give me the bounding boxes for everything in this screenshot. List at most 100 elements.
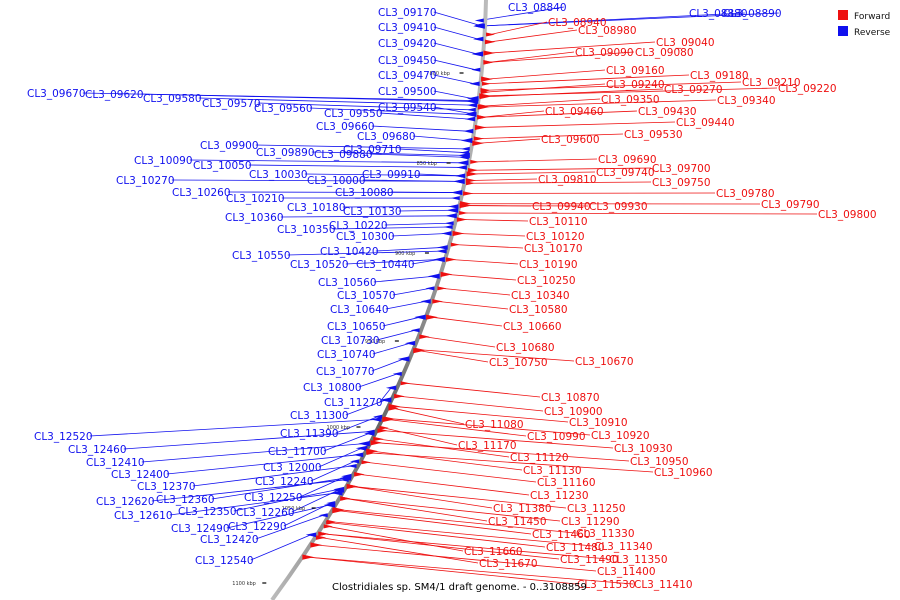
reverse-gene-label[interactable]: CL3_09660: [316, 121, 375, 133]
reverse-gene-label[interactable]: CL3_10550: [232, 250, 291, 262]
forward-gene-label[interactable]: CL3_10950: [630, 456, 689, 468]
gene-feature[interactable]: [448, 204, 459, 209]
forward-gene-label[interactable]: CL3_09780: [716, 188, 775, 200]
gene-feature[interactable]: [455, 173, 465, 178]
gene-feature[interactable]: [469, 81, 480, 87]
gene-feature[interactable]: [459, 211, 469, 216]
gene-feature[interactable]: [445, 257, 457, 262]
forward-gene-label[interactable]: CL3_10990: [527, 431, 586, 443]
reverse-gene-label[interactable]: CL3_10520: [290, 259, 349, 271]
forward-gene-label[interactable]: CL3_08980: [578, 25, 637, 37]
gene-feature[interactable]: [428, 273, 440, 279]
forward-gene-label[interactable]: CL3_10580: [509, 304, 568, 316]
reverse-gene-label[interactable]: CL3_09890: [256, 147, 315, 159]
reverse-gene-label[interactable]: CL3_12000: [263, 462, 322, 474]
reverse-gene-label[interactable]: CL3_09540: [378, 102, 437, 114]
gene-feature[interactable]: [379, 425, 389, 430]
reverse-gene-label[interactable]: CL3_12420: [200, 534, 259, 546]
reverse-gene-label[interactable]: CL3_12460: [68, 444, 127, 456]
reverse-gene-label[interactable]: CL3_10360: [225, 212, 284, 224]
gene-feature[interactable]: [458, 152, 470, 158]
reverse-gene-label[interactable]: CL3_12400: [111, 469, 170, 481]
gene-feature[interactable]: [483, 50, 496, 56]
gene-feature[interactable]: [486, 32, 496, 37]
forward-gene-label[interactable]: CL3_11330: [576, 528, 635, 540]
reverse-gene-label[interactable]: CL3_09500: [378, 86, 437, 98]
gene-feature[interactable]: [358, 441, 370, 447]
gene-feature[interactable]: [473, 36, 484, 42]
gene-feature[interactable]: [333, 486, 345, 492]
gene-feature[interactable]: [471, 51, 484, 57]
forward-gene-label[interactable]: CL3_09460: [545, 106, 604, 118]
forward-gene-label[interactable]: CL3_10910: [569, 417, 628, 429]
gene-feature[interactable]: [425, 286, 435, 291]
forward-gene-label[interactable]: CL3_11160: [537, 477, 596, 489]
reverse-gene-label[interactable]: CL3_10050: [193, 160, 252, 172]
gene-feature[interactable]: [437, 245, 448, 250]
gene-feature[interactable]: [371, 417, 382, 422]
gene-feature[interactable]: [355, 445, 368, 451]
reverse-gene-label[interactable]: CL3_10420: [320, 246, 379, 258]
gene-feature[interactable]: [465, 181, 475, 186]
gene-feature[interactable]: [474, 124, 487, 131]
forward-gene-label[interactable]: CL3_10190: [519, 259, 578, 271]
gene-feature[interactable]: [480, 90, 490, 95]
gene-feature[interactable]: [352, 452, 364, 458]
forward-gene-label[interactable]: CL3_09740: [596, 167, 655, 179]
gene-feature[interactable]: [388, 406, 399, 411]
reverse-gene-label[interactable]: CL3_10440: [356, 259, 415, 271]
forward-gene-label[interactable]: CL3_10750: [489, 357, 548, 369]
forward-gene-label[interactable]: CL3_09160: [606, 65, 665, 77]
gene-feature[interactable]: [385, 385, 397, 391]
gene-feature[interactable]: [466, 102, 478, 108]
reverse-gene-label[interactable]: CL3_09620: [85, 89, 144, 101]
gene-feature[interactable]: [462, 128, 474, 134]
forward-gene-label[interactable]: CL3_10680: [496, 342, 555, 354]
forward-gene-label[interactable]: CL3_11250: [567, 503, 626, 515]
gene-feature[interactable]: [464, 116, 476, 122]
reverse-gene-label[interactable]: CL3_09900: [200, 140, 259, 152]
reverse-gene-label[interactable]: CL3_09880: [314, 149, 373, 161]
gene-feature[interactable]: [414, 314, 426, 320]
reverse-gene-label[interactable]: CL3_09570: [202, 98, 261, 110]
reverse-gene-label[interactable]: CL3_10350: [277, 224, 336, 236]
gene-feature[interactable]: [450, 196, 460, 201]
reverse-gene-label[interactable]: CL3_12250: [244, 492, 303, 504]
gene-feature[interactable]: [484, 39, 496, 45]
gene-feature[interactable]: [413, 348, 425, 354]
gene-feature[interactable]: [347, 463, 357, 468]
forward-gene-label[interactable]: CL3_09750: [652, 177, 711, 189]
forward-gene-label[interactable]: CL3_09530: [624, 129, 683, 141]
reverse-gene-label[interactable]: CL3_10090: [134, 155, 193, 167]
reverse-gene-label[interactable]: CL3_10260: [172, 187, 231, 199]
forward-gene-label[interactable]: CL3_09090: [575, 47, 634, 59]
gene-feature[interactable]: [332, 508, 344, 514]
forward-gene-label[interactable]: CL3_10170: [524, 243, 583, 255]
reverse-gene-label[interactable]: CL3_12410: [86, 457, 145, 469]
gene-feature[interactable]: [456, 165, 467, 170]
gene-feature[interactable]: [318, 531, 329, 537]
reverse-gene-label[interactable]: CL3_11700: [268, 446, 327, 458]
gene-feature[interactable]: [443, 224, 453, 229]
gene-feature[interactable]: [441, 231, 452, 236]
gene-feature[interactable]: [460, 146, 470, 151]
gene-feature[interactable]: [434, 257, 444, 262]
forward-gene-label[interactable]: CL3_11480: [546, 542, 605, 554]
reverse-gene-label[interactable]: CL3_09670: [27, 88, 86, 100]
reverse-gene-label[interactable]: CL3_09680: [357, 131, 416, 143]
reverse-gene-label[interactable]: CL3_12240: [255, 476, 314, 488]
reverse-gene-label[interactable]: CL3_12260: [236, 507, 295, 519]
reverse-gene-label[interactable]: CL3_12350: [178, 506, 237, 518]
gene-feature[interactable]: [392, 371, 402, 376]
gene-feature[interactable]: [404, 340, 416, 346]
reverse-gene-label[interactable]: CL3_10730: [321, 335, 380, 347]
gene-feature[interactable]: [465, 178, 477, 183]
forward-gene-label[interactable]: CL3_10920: [591, 430, 650, 442]
gene-feature[interactable]: [472, 140, 485, 146]
gene-feature[interactable]: [479, 104, 489, 109]
gene-feature[interactable]: [464, 111, 477, 118]
gene-feature[interactable]: [466, 107, 476, 112]
reverse-gene-label[interactable]: CL3_10800: [303, 382, 362, 394]
reverse-gene-label[interactable]: CL3_12490: [171, 523, 230, 535]
forward-gene-label[interactable]: CL3_09210: [742, 77, 801, 89]
